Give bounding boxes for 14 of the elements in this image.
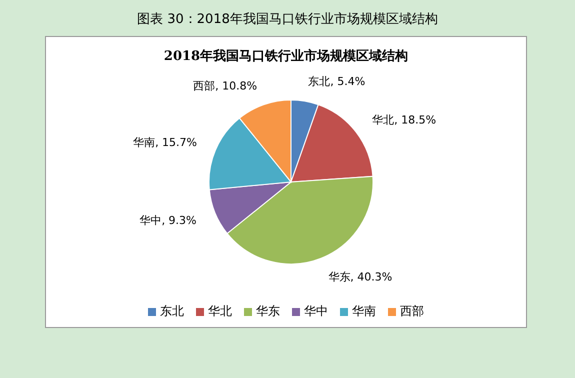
legend-label: 东北 — [160, 303, 184, 320]
chart-title: 2018年我国马口铁行业市场规模区域结构 — [162, 48, 410, 65]
data-label: 华东, 40.3% — [328, 270, 392, 284]
legend-label: 华中 — [304, 303, 328, 320]
data-label: 西部, 10.8% — [193, 79, 258, 92]
data-label: 东北, 5.4% — [308, 74, 366, 88]
legend-label: 西部 — [400, 303, 424, 320]
data-label: 华北, 18.5% — [372, 114, 436, 127]
chart-subtitle: 图表 30：2018年我国马口铁行业市场规模区域结构 — [136, 11, 439, 28]
data-label: 华南, 15.7% — [133, 136, 198, 149]
legend-label: 华东 — [256, 303, 280, 320]
legend-label: 华南 — [352, 303, 376, 320]
legend-label: 华北 — [208, 303, 232, 320]
data-label: 华中, 9.3% — [140, 214, 197, 227]
